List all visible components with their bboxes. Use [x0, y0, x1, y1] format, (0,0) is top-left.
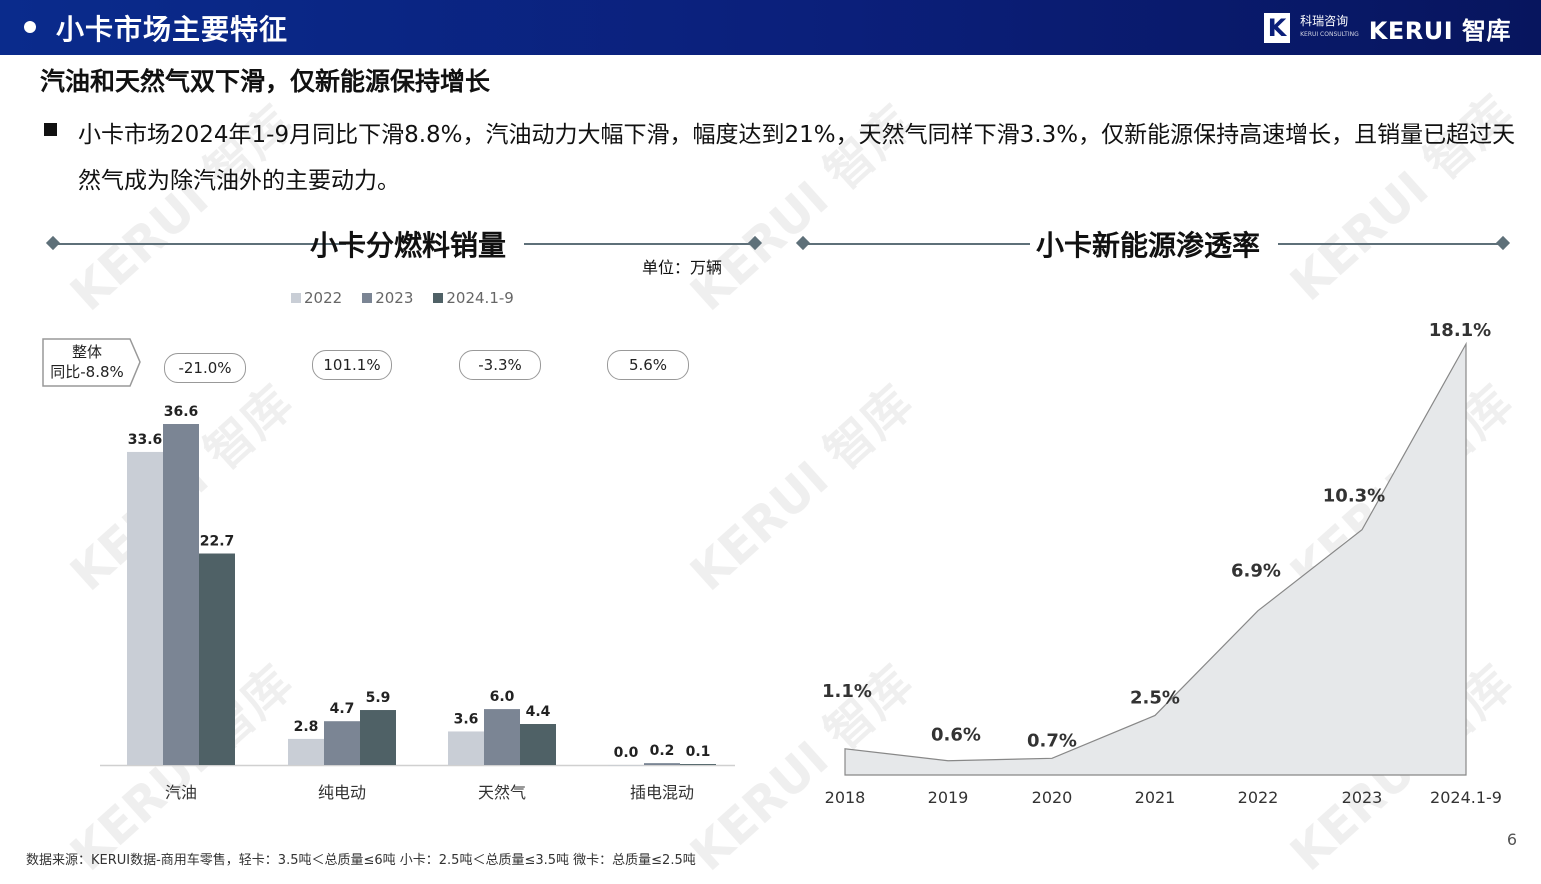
bar-2023: [644, 763, 680, 765]
bar-value-label: 0.0: [614, 745, 639, 761]
x-tick-label: 2023: [1342, 788, 1383, 807]
data-label: 0.7%: [1027, 730, 1077, 751]
bar-2024.1-9: [360, 710, 396, 765]
legend-swatch: [291, 293, 301, 303]
x-tick-label: 插电混动: [630, 783, 694, 802]
divider: [54, 243, 346, 245]
kerui-logo-icon: K: [1264, 13, 1291, 43]
logo-brand-text: KERUI 智库: [1368, 16, 1511, 45]
legend-item-2022: 2022: [291, 289, 342, 307]
fuel-sales-bar-chart: 33.636.6 22.7 汽油 2.8 4.7 5.9 纯电动 3.6 6.0 4.4 天然气 0.…: [100, 404, 735, 802]
bar-2022: [608, 765, 644, 766]
divider: [524, 243, 754, 245]
bar-2022: [288, 738, 324, 765]
data-label: 0.6%: [931, 725, 981, 746]
slide-title: 小卡市场主要特征: [56, 13, 289, 46]
overall-label: 整体: [71, 343, 102, 361]
data-label: 2.5%: [1130, 687, 1180, 708]
legend-item-2024: 2024.1-9: [433, 289, 514, 307]
nev-penetration-area-chart: 1.1% 2018 0.6% 2019 0.7% 2020 2.5% 2021 6.9% 2022…: [822, 320, 1502, 807]
legend-swatch: [433, 293, 444, 303]
brand-logo: K 科瑞咨询 KERUI CONSULTING KERUI 智库: [1264, 9, 1511, 47]
penetration-area: [844, 341, 1467, 776]
x-tick-label: 2019: [928, 788, 969, 807]
bar-value-label: 6.0: [490, 689, 515, 705]
yoy-pill-phev: 5.6%: [607, 350, 689, 380]
bullet-dot-icon: [24, 21, 36, 33]
callout-shape: [42, 338, 141, 387]
x-tick-label: 天然气: [478, 783, 526, 802]
source-footnote: 数据来源：KERUI数据-商用车零售，轻卡：3.5吨＜总质量≤6吨 小卡：2.5…: [26, 853, 696, 868]
summary-paragraph: 小卡市场2024年1-9月同比下滑8.8%，汽油动力大幅下滑，幅度达到21%，天…: [78, 122, 1516, 194]
yoy-pill-cng: -3.3%: [459, 350, 541, 380]
x-tick-label: 2020: [1032, 788, 1073, 807]
legend-item-2023: 2023: [362, 289, 413, 307]
bar-value-label: 2.8: [294, 719, 319, 735]
x-tick-label: 2018: [825, 788, 866, 807]
data-label: 1.1%: [822, 681, 872, 702]
legend-swatch: [362, 293, 373, 303]
bar-2022: [448, 731, 484, 765]
bar-value-label: 36.6: [164, 404, 199, 420]
header-bar: 小卡市场主要特征 K 科瑞咨询 KERUI CONSULTING KERUI 智…: [0, 0, 1541, 55]
logo-cn-text: 科瑞咨询 KERUI CONSULTING: [1300, 14, 1359, 38]
square-bullet-icon: [44, 123, 57, 136]
bar-2022: [127, 451, 163, 765]
bar-value-label: 4.4: [526, 704, 551, 720]
page-number: 6: [1506, 830, 1517, 849]
left-section-header: 小卡分燃料销量: [44, 222, 764, 266]
bar-2024.1-9: [520, 724, 556, 765]
bar-value-label: 3.6: [454, 711, 479, 727]
x-tick-label: 2024.1-9: [1430, 788, 1502, 807]
overall-yoy-callout: 整体 同比-8.8%: [42, 338, 141, 387]
bar-2023: [163, 424, 199, 765]
bar-chart-legend: 2022 2023 2024.1-9: [291, 289, 514, 307]
x-tick-label: 纯电动: [318, 783, 366, 802]
right-section-title: 小卡新能源渗透率: [1036, 229, 1261, 262]
bar-value-label: 22.7: [200, 534, 235, 550]
bar-2024.1-9: [680, 764, 716, 765]
bar-value-label: 33.6: [128, 432, 163, 448]
right-section-header: 小卡新能源渗透率: [795, 222, 1516, 266]
bar-2023: [484, 709, 520, 765]
yoy-pill-bev: 101.1%: [312, 350, 392, 380]
bar-value-label: 4.7: [330, 701, 355, 717]
data-label: 6.9%: [1231, 561, 1281, 582]
overall-value: 同比-8.8%: [50, 363, 124, 381]
bar-2024.1-9: [199, 553, 235, 765]
data-label: 18.1%: [1429, 320, 1491, 341]
x-tick-label: 汽油: [165, 783, 197, 802]
x-tick-label: 2022: [1238, 788, 1279, 807]
divider: [1278, 243, 1500, 245]
bar-value-label: 0.2: [650, 743, 675, 759]
data-label: 10.3%: [1323, 486, 1385, 507]
bar-value-label: 5.9: [366, 690, 391, 706]
yoy-pill-gasoline: -21.0%: [164, 353, 246, 383]
bar-2023: [324, 721, 360, 765]
unit-label: 单位：万辆: [642, 258, 723, 277]
bar-value-label: 0.1: [686, 744, 711, 760]
x-tick-label: 2021: [1135, 788, 1176, 807]
divider: [804, 243, 1030, 245]
section-subtitle: 汽油和天然气双下滑，仅新能源保持增长: [40, 67, 491, 96]
left-section-title: 小卡分燃料销量: [310, 229, 507, 262]
